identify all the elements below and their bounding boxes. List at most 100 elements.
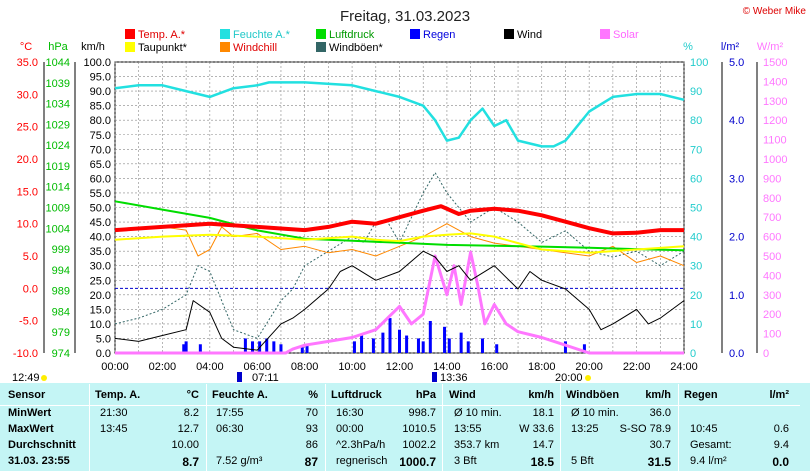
- x-tick-label: 14:00: [433, 361, 461, 373]
- axis-tick-right: 600: [763, 232, 781, 244]
- stats-value: 93: [305, 423, 318, 435]
- legend-swatch: [316, 29, 326, 39]
- axis-tick-left: 979: [52, 327, 70, 339]
- axis-tick-right: 1.0: [729, 290, 744, 302]
- axis-tick-left: 974: [52, 348, 70, 360]
- stats-cell: 21:30: [100, 407, 128, 419]
- axis-tick-left: 1014: [46, 182, 70, 194]
- stats-value: 9.4: [773, 439, 789, 451]
- axis-tick-right: 1400: [763, 76, 787, 88]
- rain-bar: [265, 338, 269, 353]
- axis-tick-right: 50: [690, 203, 702, 215]
- stats-row-label: Durchschnitt: [8, 439, 76, 451]
- axis-tick-left: 30.0: [90, 261, 111, 273]
- rain-bar: [388, 318, 392, 353]
- stats-value: 18.1: [532, 407, 554, 419]
- rain-bar: [405, 335, 409, 353]
- axis-tick-left: 999: [52, 244, 70, 256]
- stats-value: 18.5: [530, 455, 554, 469]
- axis-tick-right: 900: [763, 173, 781, 185]
- stats-cell: 06:30: [216, 423, 244, 435]
- rain-bar: [428, 320, 432, 353]
- axis-tick-right: 1500: [763, 57, 787, 69]
- x-tick-label: 16:00: [481, 361, 509, 373]
- axis-tick-left: 1029: [46, 119, 70, 131]
- watermark: © Weber Mike: [743, 6, 807, 17]
- axis-tick-right: 800: [763, 193, 781, 205]
- legend: Temp. A.* Feuchte A.* Luftdruck Regen Wind So…: [125, 29, 639, 54]
- stats-header: Wind: [449, 389, 476, 401]
- legend-swatch: [220, 29, 230, 39]
- rain-bar: [447, 338, 451, 353]
- axis-tick-left: 0.0: [23, 283, 38, 295]
- axis-tick-left: 1034: [46, 99, 70, 111]
- axis-tick-left: 100.0: [83, 57, 111, 69]
- x-tick-label: 20:00: [575, 361, 603, 373]
- weather-chart: Freitag, 31.03.2023 © Weber Mike Temp. A…: [12, 6, 807, 384]
- stats-value: 998.7: [408, 407, 436, 419]
- stats-value: 10.00: [171, 439, 199, 451]
- axis-tick-right: 400: [763, 270, 781, 282]
- stats-value: 8.7: [182, 455, 199, 469]
- axis-tick-left: 1009: [46, 203, 70, 215]
- axis-tick-right: 1200: [763, 115, 787, 127]
- sunrise-time: 07:11: [252, 372, 279, 384]
- series-line-solar: [115, 250, 684, 355]
- stats-row-label: MaxWert: [8, 423, 54, 435]
- x-tick-label: 04:00: [196, 361, 224, 373]
- stats-value: W 33.6: [519, 423, 554, 435]
- stats-value: 1000.7: [399, 455, 436, 469]
- axis-tick-left: 35.0: [90, 246, 111, 258]
- axis-tick-right: 100: [690, 57, 708, 69]
- axis-tick-left: 1004: [46, 223, 70, 235]
- solar-max-marker: [432, 372, 437, 382]
- stats-cell: 13:55: [454, 423, 482, 435]
- axis-tick-right: 90: [690, 86, 702, 98]
- axis-tick-left: 20.0: [17, 154, 38, 166]
- rain-bar: [360, 335, 364, 353]
- stats-value: 12.7: [177, 423, 199, 435]
- axis-tick-left: 80.0: [90, 115, 111, 127]
- series-line-wind: [114, 250, 685, 351]
- stats-cell: 3 Bft: [454, 455, 477, 467]
- x-tick-label: 02:00: [149, 361, 177, 373]
- axis-tick-right: 70: [690, 144, 702, 156]
- axis-tick-left: 10.0: [90, 319, 111, 331]
- stats-cell: 9.4 l/m²: [690, 455, 727, 467]
- stats-value: 31.5: [647, 455, 671, 469]
- axis-tick-left: 50.0: [90, 203, 111, 215]
- axis-tick-right: 40: [690, 232, 702, 244]
- stats-value: 1002.2: [402, 439, 436, 451]
- axis-tick-left: 5.0: [96, 333, 111, 345]
- x-tick-label: 22:00: [623, 361, 651, 373]
- stats-cell: 7.52 g/m³: [216, 455, 263, 467]
- axis-tick-right: 5.0: [729, 57, 744, 69]
- legend-label: Taupunkt*: [138, 42, 188, 54]
- axis-tick-right: 100: [763, 329, 781, 341]
- rain-bar: [421, 341, 425, 353]
- stats-value: 87: [304, 455, 318, 469]
- axis-tick-left: 1039: [46, 78, 70, 90]
- series-layer: [114, 81, 685, 355]
- legend-label: Feuchte A.*: [233, 29, 291, 41]
- axis-tick-left: 85.0: [90, 101, 111, 113]
- rain-bar: [371, 338, 375, 353]
- legend-label: Regen: [423, 29, 455, 41]
- stats-cell: ^2.3hPa/h: [336, 439, 386, 451]
- rain-bar: [459, 332, 463, 353]
- stats-value: 0.6: [773, 423, 789, 435]
- axis-unit-right: %: [683, 41, 693, 53]
- stats-value: 36.0: [649, 407, 671, 419]
- marker-left-dot: [41, 375, 47, 381]
- stats-cell: Ø 10 min.: [571, 407, 619, 419]
- stats-header: km/h: [645, 389, 671, 401]
- rain-bar: [416, 338, 420, 353]
- stats-row-label: MinWert: [8, 407, 52, 419]
- rain-bar: [251, 341, 255, 353]
- axis-unit-left: °C: [20, 41, 32, 53]
- axis-tick-left: 989: [52, 286, 70, 298]
- legend-label: Wind: [517, 29, 542, 41]
- series-line-taupunkt: [114, 232, 685, 254]
- stats-value: 30.7: [649, 439, 671, 451]
- stats-value: 86: [305, 439, 318, 451]
